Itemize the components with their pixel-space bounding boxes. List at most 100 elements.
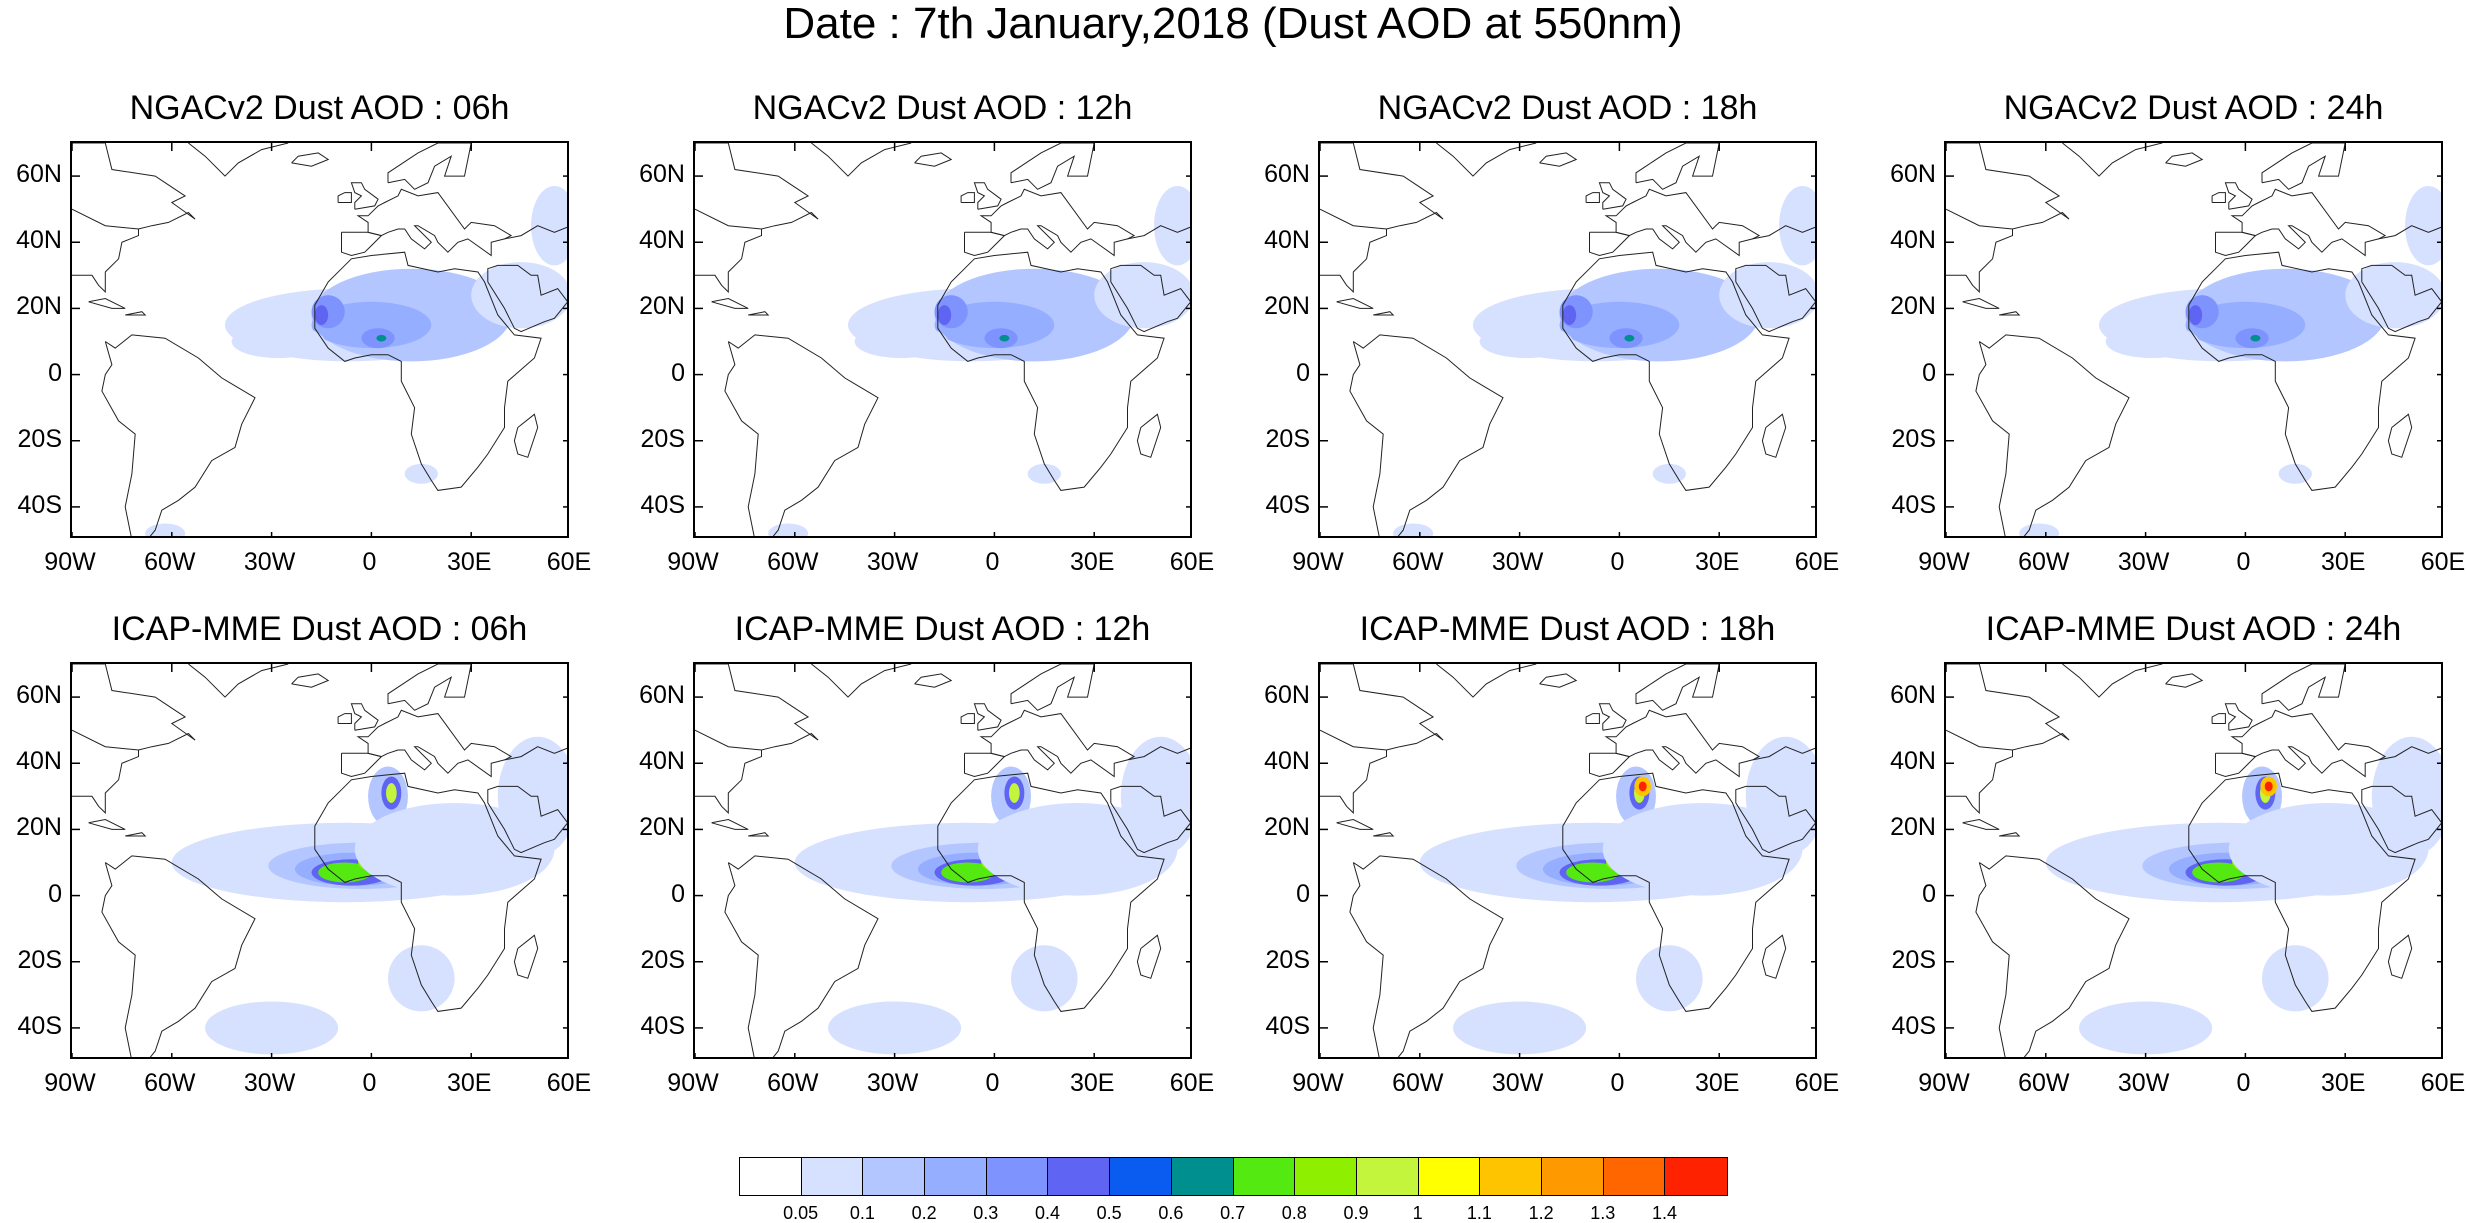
lat-tick-label: 0 <box>671 358 685 387</box>
lat-tick-label: 20N <box>639 292 685 321</box>
lat-tick-label: 60N <box>1890 160 1936 189</box>
coastline-asia <box>2378 225 2441 240</box>
colorbar-label: 1 <box>1412 1203 1423 1223</box>
dust-aod-region <box>2105 324 2199 359</box>
coastline-northAmerica <box>1946 143 2070 230</box>
coastline-africa <box>314 251 542 491</box>
lon-tick-label: 30E <box>446 548 492 576</box>
dust-aod-region <box>2345 262 2441 329</box>
lon-tick-label: 90W <box>1292 1069 1344 1097</box>
map-canvas <box>695 664 1190 1057</box>
dust-aod-region <box>388 945 455 1012</box>
coastline-northAmerica <box>1946 664 2070 751</box>
lon-tick-label: 30W <box>866 548 919 576</box>
coastline-europe <box>356 188 513 257</box>
dust-aod-region <box>2262 945 2329 1012</box>
coastline-greenland <box>811 664 912 698</box>
coastline-madagascar <box>2387 934 2413 979</box>
colorbar-swatch <box>863 1158 926 1195</box>
coastline-southAmerica <box>1349 855 1504 1057</box>
lon-tick-label: 30E <box>446 1069 492 1097</box>
coastline-ireland <box>337 192 352 203</box>
coastline-hispaniola <box>1373 311 1395 316</box>
coastline-ireland <box>2211 192 2226 203</box>
dust-aod-region <box>1719 262 1815 329</box>
lat-tick-label: 40S <box>1891 1011 1936 1040</box>
lat-tick-label: 20N <box>1264 813 1310 842</box>
colorbar-swatch <box>1356 1158 1419 1195</box>
lat-tick-label: 60N <box>1264 681 1310 710</box>
coastline-iberia <box>341 231 383 257</box>
lat-tick-label: 20N <box>1890 813 1936 842</box>
coastline-cuba <box>711 818 749 830</box>
colorbar-label: 0.8 <box>1281 1203 1307 1223</box>
coastline-arabia <box>1735 785 1815 854</box>
lat-tick-label: 40S <box>640 490 685 519</box>
coastline-madagascar <box>1761 934 1787 979</box>
coastline-asia <box>2378 746 2441 761</box>
coastline-southAmerica <box>1349 334 1504 536</box>
colorbar-label: 0.6 <box>1158 1203 1184 1223</box>
dust-aod-region <box>2250 334 2261 342</box>
coastline-southAmerica <box>724 855 879 1057</box>
map-panel <box>693 141 1192 538</box>
lon-tick-label: 30W <box>2117 1069 2170 1097</box>
coastline-hispaniola <box>1373 832 1395 837</box>
coastline-scandinavia <box>387 664 472 711</box>
colorbar-swatch <box>925 1158 987 1195</box>
dust-aod-region <box>1638 781 1647 792</box>
lat-tick-label: 40N <box>639 747 685 776</box>
lat-tick-label: 20S <box>640 424 685 453</box>
dust-aod-region <box>2019 523 2060 536</box>
coastline-britain <box>350 182 379 210</box>
coastline-britain <box>973 182 1002 210</box>
map-canvas <box>1946 143 2441 536</box>
coastline-usEast <box>1320 229 1387 294</box>
colorbar-swatch <box>801 1158 864 1195</box>
lon-tick-label: 60W <box>767 548 819 576</box>
colorbar-swatch <box>740 1158 802 1195</box>
coastline-iberia <box>964 231 1006 257</box>
coastline-iceland <box>1539 673 1578 688</box>
lon-tick-label: 60E <box>2420 1069 2466 1097</box>
colorbar-label: 1.1 <box>1466 1203 1492 1223</box>
lat-tick-label: 60N <box>16 681 62 710</box>
lat-tick-label: 60N <box>639 160 685 189</box>
coastline-cuba <box>711 297 749 309</box>
coastline-scandinavia <box>1635 664 1720 711</box>
coastline-southAmerica <box>724 334 879 536</box>
coastline-hispaniola <box>1999 311 2021 316</box>
dust-aod-region <box>1652 463 1686 484</box>
coastline-europe <box>979 188 1136 257</box>
colorbar-label: 0.2 <box>911 1203 937 1223</box>
lat-tick-label: 20N <box>16 813 62 842</box>
coastline-madagascar <box>513 934 539 979</box>
lon-tick-label: 60E <box>546 548 592 576</box>
lon-tick-label: 60W <box>1392 1069 1444 1097</box>
coastline-greenland <box>2062 664 2163 698</box>
lon-tick-label: 30E <box>1694 548 1740 576</box>
coastline-northAmerica <box>695 664 819 751</box>
coastline-greenland <box>2062 143 2163 177</box>
dust-aod-region <box>318 862 372 883</box>
lon-tick-label: 60E <box>1169 548 1215 576</box>
coastline-britain <box>1598 703 1627 731</box>
coastline-arabia <box>2361 785 2441 854</box>
dust-aod-region <box>205 1001 339 1055</box>
coastline-iberia <box>964 752 1006 778</box>
coastline-africa <box>1562 772 1790 1012</box>
lat-tick-label: 20S <box>1891 945 1936 974</box>
coastline-britain <box>2224 703 2253 731</box>
coastline-britain <box>350 703 379 731</box>
coastline-africa <box>2188 772 2416 1012</box>
coastline-europe <box>979 709 1136 778</box>
dust-aod-region <box>314 305 329 325</box>
dust-aod-region <box>231 324 325 359</box>
dust-aod-region <box>1479 324 1573 359</box>
lon-tick-label: 30E <box>1069 1069 1115 1097</box>
lat-tick-label: 20N <box>1264 292 1310 321</box>
lat-tick-label: 40N <box>1890 226 1936 255</box>
lat-tick-label: 20N <box>639 813 685 842</box>
coastline-usEast <box>1946 750 2013 815</box>
coastline-madagascar <box>1136 413 1162 458</box>
